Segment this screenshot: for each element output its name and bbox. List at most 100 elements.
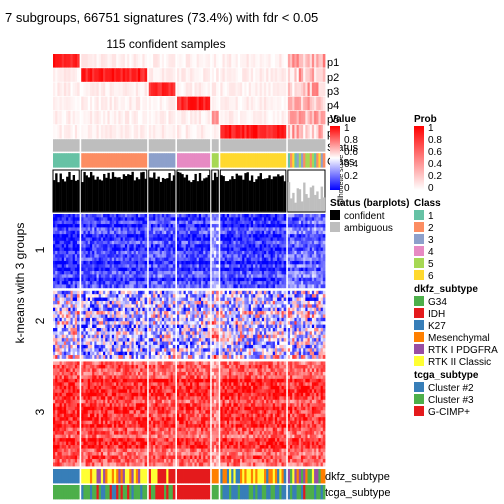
heatmap-cell xyxy=(216,317,219,322)
prob-cell xyxy=(57,96,60,111)
heatmap-cell xyxy=(124,260,128,265)
heatmap-cell xyxy=(107,321,111,326)
heatmap-cell xyxy=(72,267,76,272)
heatmap-cell xyxy=(57,307,60,312)
heatmap-cell xyxy=(122,297,126,302)
heatmap-cell xyxy=(305,244,308,248)
heatmap-cell xyxy=(307,281,311,285)
heatmap-cell xyxy=(187,217,191,222)
heatmap-cell xyxy=(138,290,141,295)
heatmap-cell xyxy=(68,281,71,285)
status-cell xyxy=(274,139,278,152)
heatmap-cell xyxy=(116,300,119,305)
heatmap-cell xyxy=(316,277,319,282)
heatmap-cell xyxy=(270,260,274,265)
heatmap-cell xyxy=(237,264,241,269)
heatmap-cell xyxy=(235,240,239,245)
heatmap-cell xyxy=(220,300,223,305)
heatmap-cell xyxy=(311,250,315,255)
heatmap-cell xyxy=(279,307,282,312)
heatmap-cell xyxy=(303,230,306,235)
heatmap-cell xyxy=(166,311,169,315)
heatmap-cell xyxy=(290,234,293,238)
heatmap-cell xyxy=(207,271,211,275)
heatmap-cell xyxy=(292,290,295,295)
heatmap-cell xyxy=(290,314,293,319)
heatmap-cell xyxy=(201,220,204,225)
heatmap-cell xyxy=(166,250,169,255)
heatmap-cell xyxy=(142,217,145,222)
prob-cell xyxy=(157,125,161,139)
heatmap-cell xyxy=(211,267,215,272)
heatmap-cell xyxy=(259,264,263,269)
heatmap-cell xyxy=(205,227,208,232)
heatmap-cell xyxy=(292,234,295,238)
heatmap-cell xyxy=(111,300,115,305)
heatmap-cell xyxy=(61,220,65,225)
heatmap-cell xyxy=(277,311,280,315)
heatmap-cell xyxy=(176,297,180,302)
heatmap-cell xyxy=(242,271,245,275)
prob-cell xyxy=(239,96,243,111)
silhouette-bar xyxy=(179,172,182,212)
heatmap-cell xyxy=(224,227,228,232)
heatmap-cell xyxy=(305,300,308,305)
prob-cell xyxy=(185,54,189,68)
heatmap-cell xyxy=(274,244,278,248)
heatmap-cell xyxy=(124,257,128,262)
heatmap-cell xyxy=(57,264,60,269)
prob-cell xyxy=(255,68,258,82)
heatmap-cell xyxy=(257,290,261,295)
heatmap-cell xyxy=(57,260,60,265)
heatmap-cell xyxy=(66,240,69,245)
heatmap-cell xyxy=(150,274,154,279)
heatmap-cell xyxy=(220,281,223,285)
heatmap-cell xyxy=(292,224,295,228)
heatmap-cell xyxy=(185,244,189,248)
heatmap-cell xyxy=(153,290,156,295)
prob-cell xyxy=(261,110,265,125)
prob-cell xyxy=(181,110,184,125)
heatmap-cell xyxy=(309,260,313,265)
heatmap-cell xyxy=(290,214,293,218)
prob-cell xyxy=(316,82,319,96)
heatmap-cell xyxy=(198,247,202,252)
heatmap-cell xyxy=(153,304,156,309)
heatmap-cell xyxy=(105,237,108,242)
heatmap-cell xyxy=(314,304,317,309)
heatmap-cell xyxy=(111,314,115,319)
heatmap-cell xyxy=(103,220,106,225)
silhouette-bar xyxy=(233,179,236,212)
heatmap-cell xyxy=(105,267,108,272)
heatmap-cell xyxy=(231,307,234,312)
class-cell xyxy=(235,153,239,168)
heatmap-cell xyxy=(239,260,243,265)
heatmap-cell xyxy=(57,227,60,232)
heatmap-cell xyxy=(166,277,169,282)
heatmap-cell xyxy=(279,277,282,282)
heatmap-cell xyxy=(248,277,252,282)
heatmap-cell xyxy=(109,224,113,228)
heatmap-cell xyxy=(179,240,182,245)
heatmap-cell xyxy=(287,314,291,319)
heatmap-cell xyxy=(96,237,100,242)
heatmap-cell xyxy=(314,294,317,298)
heatmap-cell xyxy=(87,317,91,322)
heatmap-cell xyxy=(253,224,256,228)
prob-cell xyxy=(116,54,119,68)
prob-cell xyxy=(196,125,200,139)
heatmap-cell xyxy=(283,274,287,279)
heatmap-cell xyxy=(235,311,239,315)
heatmap-cell xyxy=(307,250,311,255)
heatmap-cell xyxy=(296,294,300,298)
prob-cell xyxy=(205,110,208,125)
silhouette-bar xyxy=(133,180,137,212)
heatmap-cell xyxy=(216,247,219,252)
heatmap-cell xyxy=(207,284,211,289)
heatmap-cell xyxy=(53,234,56,238)
heatmap-cell xyxy=(192,244,195,248)
heatmap-cell xyxy=(183,307,187,312)
heatmap-cell xyxy=(111,317,115,322)
prob-cell xyxy=(109,110,113,125)
